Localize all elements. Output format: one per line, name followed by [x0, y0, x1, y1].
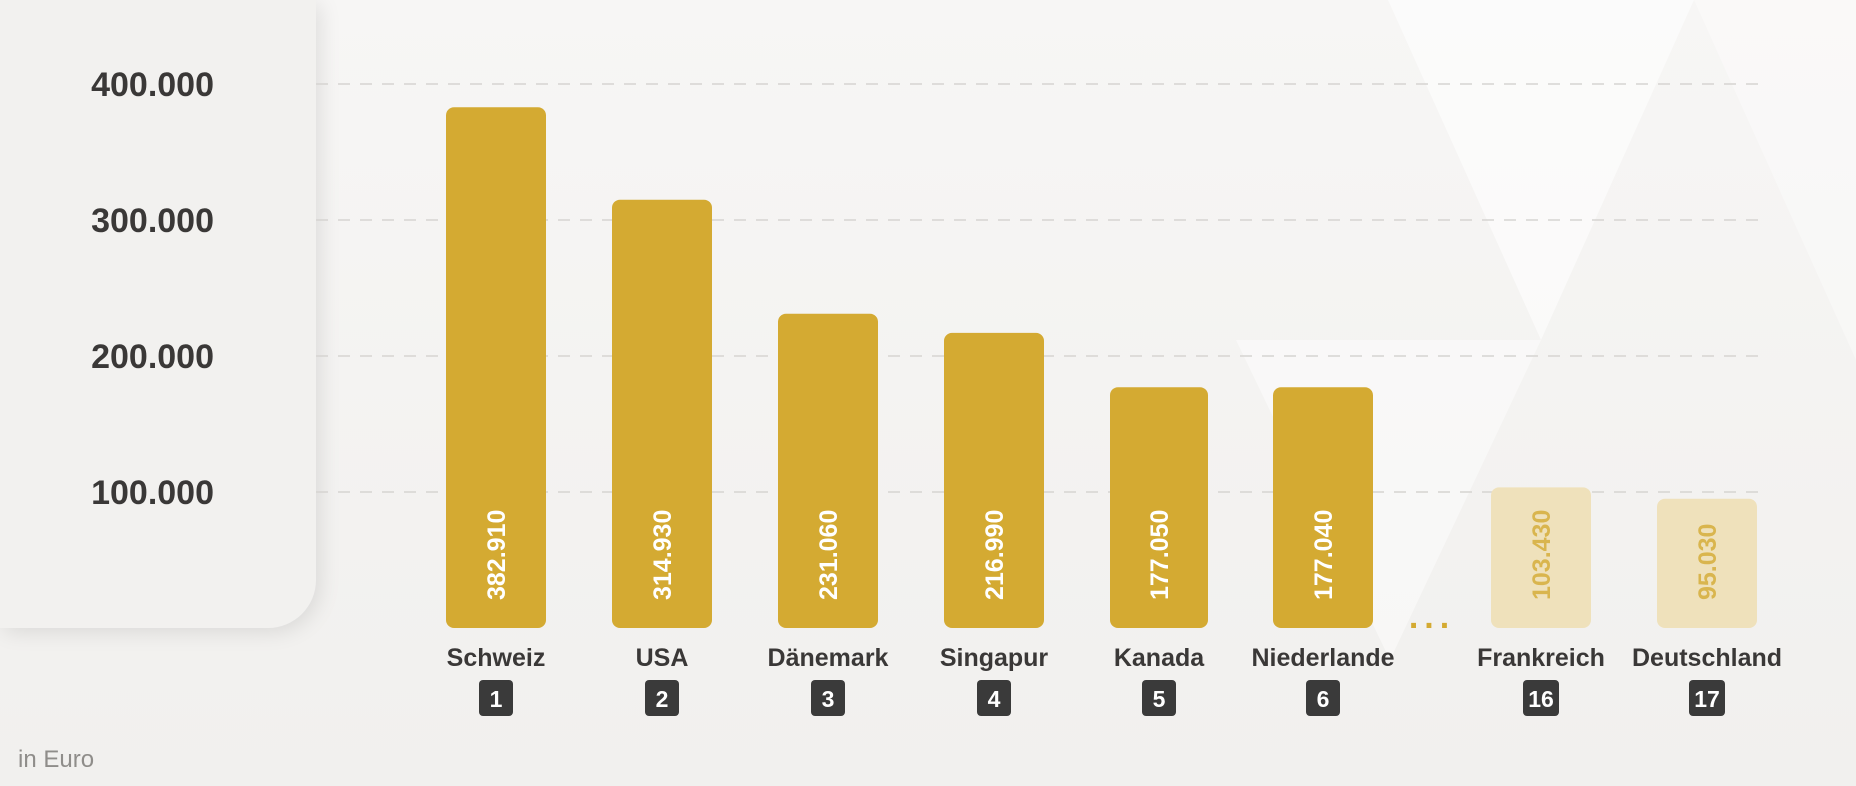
rank-badge: [977, 680, 1011, 716]
bar-group: 216.990: [944, 332, 1044, 628]
bar-value-label: 231.060: [815, 510, 843, 600]
bar-value-label: 314.930: [649, 510, 677, 600]
bar-value-label: 95.030: [1694, 524, 1722, 600]
bar: [944, 332, 1044, 628]
rank-number: 4: [988, 686, 1001, 712]
bar-group: 103.430: [1491, 487, 1591, 628]
rank-badge: [1306, 680, 1340, 716]
gap-marker: ...: [1409, 598, 1455, 636]
gap-ellipsis: ...: [1409, 598, 1455, 636]
bar: [1657, 498, 1757, 628]
category-label: Schweiz: [447, 644, 546, 672]
rank-number: 3: [822, 686, 835, 712]
rank-number: 17: [1694, 686, 1720, 712]
category-label: Frankreich: [1477, 644, 1605, 672]
category-label: USA: [636, 644, 689, 672]
rank-number: 5: [1153, 686, 1166, 712]
bar: [1110, 387, 1208, 628]
category-label: Deutschland: [1632, 644, 1782, 672]
bar-group: 314.930: [612, 199, 712, 629]
rank-number: 16: [1528, 686, 1554, 712]
bar-group: 177.040: [1273, 387, 1373, 628]
bar: [612, 199, 712, 629]
bar-group: 382.910: [446, 107, 546, 628]
y-axis-panel: [0, 0, 316, 628]
unit-label: in Euro: [18, 746, 95, 773]
x-axis-labels: Schweiz 1 USA 2 Dänemark 3 Singapur 4 Kanada 5 Nie…: [447, 644, 1782, 716]
bar: [778, 313, 878, 628]
rank-badge: [479, 680, 513, 716]
bar: [446, 107, 546, 628]
y-tick-label: 100.000: [91, 474, 214, 512]
rank-badge: [1142, 680, 1176, 716]
rank-number: 6: [1317, 686, 1330, 712]
rank-number: 2: [656, 686, 669, 712]
category-label: Niederlande: [1251, 644, 1394, 672]
bar-group: 231.060: [778, 313, 878, 628]
bar-group: 95.030: [1657, 498, 1757, 628]
bar-value-label: 103.430: [1528, 510, 1556, 600]
bar-value-label: 382.910: [483, 510, 511, 600]
bar-value-label: 216.990: [981, 510, 1009, 600]
bar: [1491, 487, 1591, 628]
bars: 382.910 314.930 231.060 216.990 177.050 177.0…: [446, 107, 1757, 629]
y-axis-ticks: 100.000 200.000 300.000 400.000: [91, 66, 214, 512]
rank-badge: [1523, 680, 1559, 716]
rank-badge: [645, 680, 679, 716]
rank-badge: [811, 680, 845, 716]
category-label: Singapur: [940, 644, 1049, 672]
category-label: Kanada: [1114, 644, 1205, 672]
y-tick-label: 300.000: [91, 202, 214, 240]
bar: [1273, 387, 1373, 628]
bar-group: 177.050: [1110, 387, 1208, 628]
y-tick-label: 200.000: [91, 338, 214, 376]
rank-number: 1: [490, 686, 503, 712]
rank-badge: [1689, 680, 1725, 716]
bar-value-label: 177.040: [1310, 510, 1338, 600]
y-tick-label: 400.000: [91, 66, 214, 104]
bar-value-label: 177.050: [1146, 510, 1174, 600]
category-label: Dänemark: [768, 644, 889, 672]
